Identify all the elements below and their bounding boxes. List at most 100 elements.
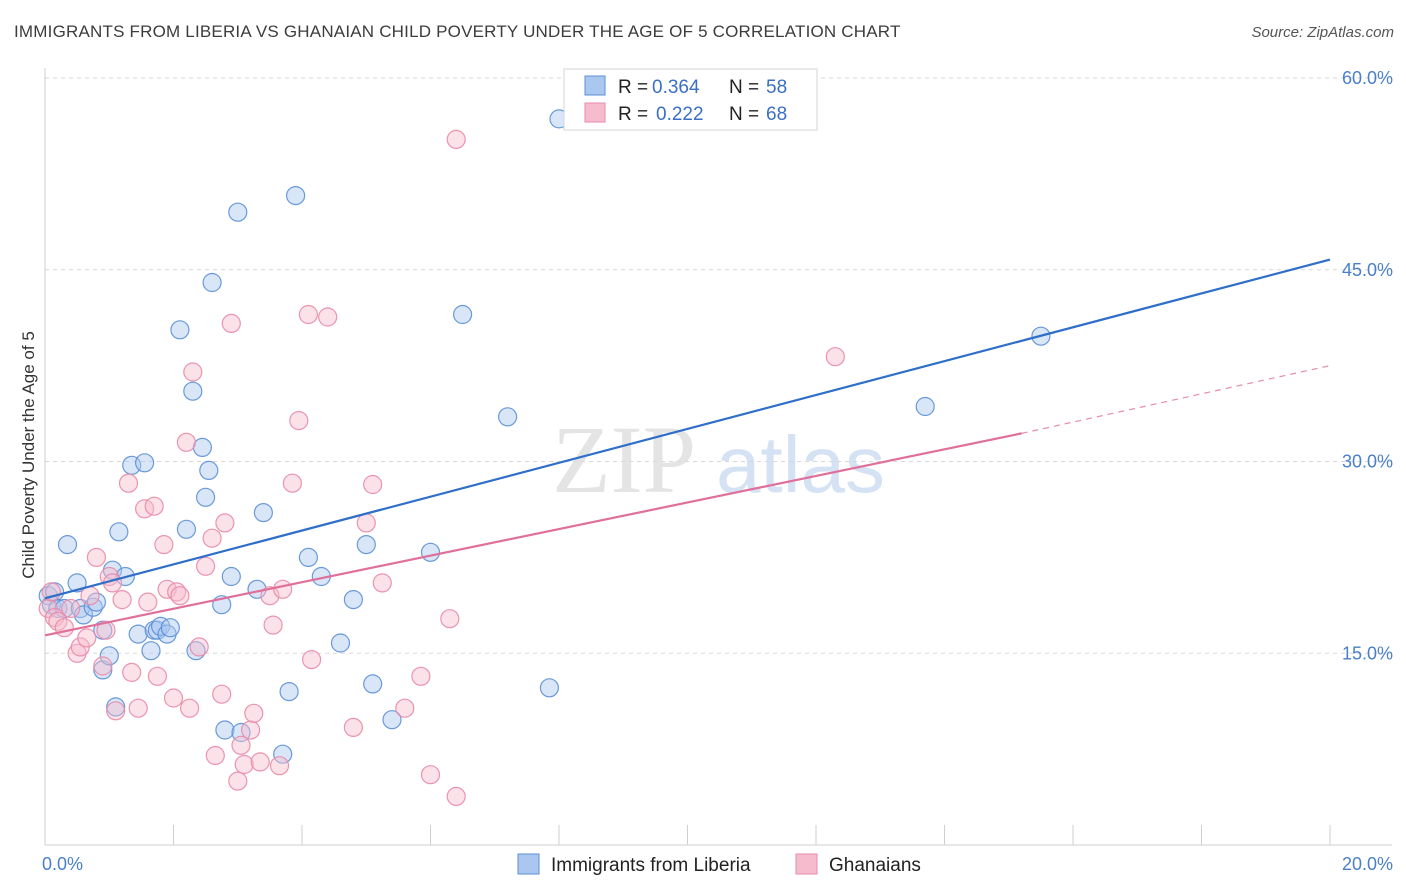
ghana-point-4 [54,618,74,638]
liberia-point-49 [356,534,376,555]
ghana-point-10 [86,547,107,568]
ghana-point-38 [221,313,241,333]
ghana-point-47 [269,756,290,776]
series-legend: Immigrants from Liberia Ghanaians [517,853,921,876]
legend-n-value-2: 68 [766,104,787,125]
y-axis-label: Child Poverty Under the Age of 5 [19,331,38,579]
ghana-point-21 [138,592,158,612]
liberia-point-53 [453,304,473,325]
ghana-point-5 [61,598,81,619]
source-label: Source: ZipAtlas.com [1251,24,1394,41]
watermark-zip: ZIP [552,406,696,513]
legend-r-label-2: R = [618,104,648,125]
legend-box [563,68,818,131]
y-tick-label-1: 30.0% [1342,452,1393,472]
ghana-point-52 [302,649,322,670]
liberia-point-13 [99,646,119,666]
watermark-atlas: atlas [716,420,885,509]
legend-n-label-1: N = [729,77,759,98]
series-legend-swatch-blue [517,853,540,875]
liberia-point-16 [109,522,129,542]
liberia-point-9 [83,597,103,617]
ghana-point-8 [77,628,97,648]
ghana-point-37 [215,513,235,533]
liberia-point-44 [286,186,306,206]
liberia-point-24 [151,616,171,637]
liberia-point-37 [221,566,241,587]
ghana-point-62 [446,786,466,807]
liberia-point-50 [363,674,383,694]
ghana-point-28 [170,586,190,606]
series-legend-label-pink: Ghanaians [829,855,921,876]
liberia-point-28 [176,519,196,539]
legend-swatch-blue [584,75,606,96]
ghana-point-2 [44,607,65,628]
ghana-trend-extension [1021,365,1331,434]
ghana-point-23 [147,666,167,686]
ghana-trend-line [44,432,1022,637]
ghana-point-11 [93,656,113,676]
y-tick-label-2: 45.0% [1342,260,1393,280]
liberia-point-29 [183,381,203,401]
ghana-point-44 [250,752,270,772]
liberia-point-57 [915,396,935,417]
ghana-point-49 [282,473,302,493]
ghana-point-30 [180,698,200,718]
ghana-point-46 [263,615,283,635]
trend-lines [44,258,1331,637]
ghana-point-61 [440,609,460,629]
ghana-point-59 [411,666,431,686]
legend-n-label-2: N = [729,104,759,125]
liberia-point-30 [186,641,206,661]
liberia-point-36 [215,720,235,740]
series-legend-label-blue: Immigrants from Liberia [551,855,751,876]
ghana-point-16 [112,589,132,610]
liberia-point-19 [128,624,148,644]
liberia-point-26 [160,618,180,638]
liberia-point-52 [420,542,441,562]
y-tick-label-3: 60.0% [1342,68,1393,88]
legend-r-value-1: 0.364 [652,77,700,98]
liberia-point-34 [202,272,222,293]
liberia-point-45 [298,547,318,568]
ghana-point-26 [163,688,184,708]
ghana-point-48 [273,579,293,599]
liberia-point-51 [382,710,402,730]
ghana-point-42 [241,720,261,740]
watermark: ZIP atlas [552,406,885,513]
tick-labels: 15.0% 30.0% 45.0% 60.0% 0.0% 20.0% [42,68,1393,874]
ghana-point-58 [395,698,415,718]
ghana-point-56 [363,474,383,495]
ghana-point-51 [298,304,318,325]
y-tick-label-0: 15.0% [1342,643,1393,663]
ghana-point-55 [356,513,376,533]
ghana-point-15 [106,701,126,721]
ghana-point-43 [244,703,264,723]
ghana-point-17 [118,473,139,493]
liberia-point-55 [539,678,560,698]
ghana-point-19 [128,698,148,718]
legend-r-label-1: R = [618,77,648,98]
ghana-point-40 [231,735,251,755]
liberia-point-21 [141,641,161,661]
liberia-point-31 [192,437,212,457]
data-points [38,109,1051,807]
ghana-point-63 [446,129,466,149]
ghana-point-9 [80,586,100,606]
ghana-point-54 [343,717,363,738]
liberia-point-47 [330,633,351,653]
ghana-point-57 [372,573,392,593]
x-tick-label-0: 0.0% [42,854,83,874]
x-tick-label-1: 20.0% [1342,854,1393,874]
legend-n-value-1: 58 [766,77,787,98]
liberia-point-48 [343,589,363,610]
liberia-trend-line [44,258,1331,600]
liberia-point-32 [196,487,216,507]
ghana-point-34 [202,528,222,548]
ghana-point-29 [176,432,196,452]
ghana-point-27 [167,582,187,602]
liberia-point-54 [498,407,518,427]
grid-lines [45,77,1392,654]
correlation-legend: R = 0.364 N = 58 R = 0.222 N = 68 [563,68,818,131]
